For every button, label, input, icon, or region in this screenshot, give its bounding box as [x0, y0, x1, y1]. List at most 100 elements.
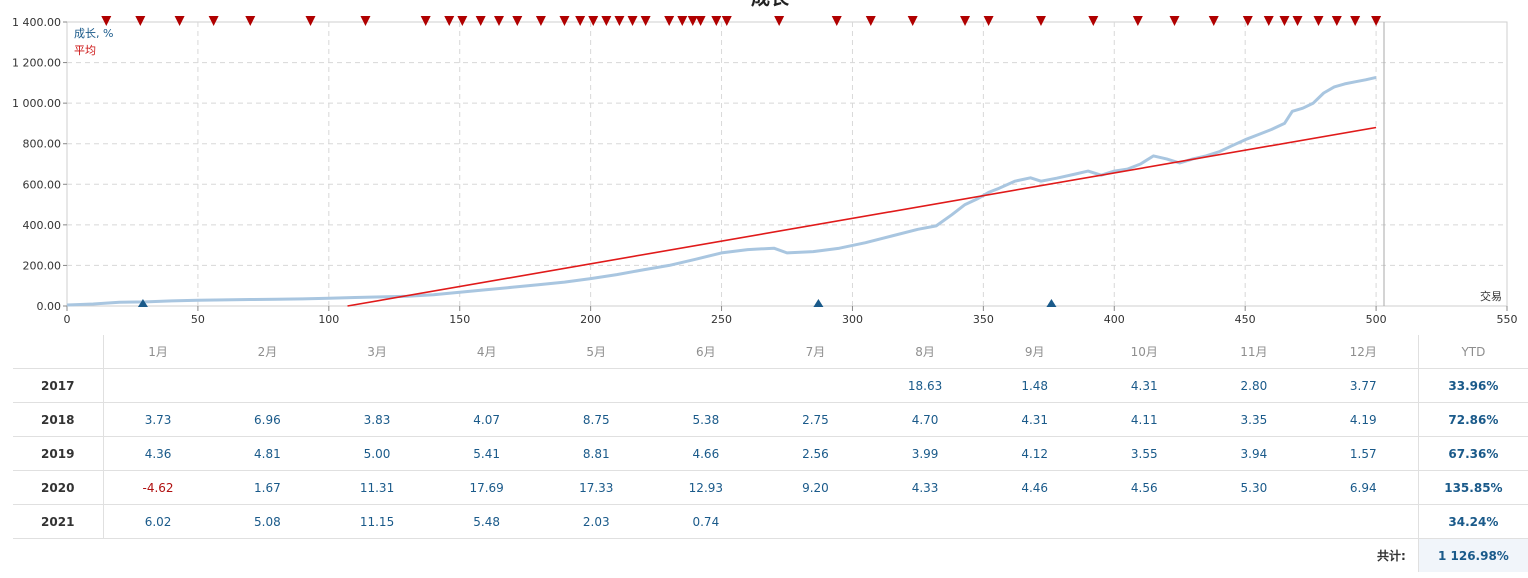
- bottom-marker: [137, 299, 148, 307]
- top-marker: [664, 16, 675, 26]
- month-value-cell: -4.62: [102, 470, 213, 505]
- top-marker: [512, 16, 523, 26]
- y-axis-ticks: 0.00 200.00 400.00 600.00 800.00 1 000.00 1 20…: [12, 16, 67, 313]
- month-value-cell: 3.83: [322, 402, 432, 437]
- table-row: 2018 3.73 6.96 3.83 4.07 8.75 5.38 2.75 4.70 4.31…: [13, 402, 1528, 437]
- month-value-cell: 5.00: [322, 436, 432, 471]
- month-value-cell: 11.15: [322, 504, 432, 539]
- month-value-cell: 4.31: [1089, 368, 1200, 403]
- x-tick-label: 400: [1104, 313, 1125, 326]
- y-tick-label: 600.00: [23, 178, 62, 191]
- top-marker: [535, 16, 546, 26]
- month-value-cell: 3.35: [1199, 402, 1309, 437]
- top-marker: [494, 16, 504, 26]
- month-header: 4月: [431, 335, 542, 369]
- top-marker: [1292, 16, 1303, 26]
- monthly-growth-table: 1月 2月 3月 4月 5月 6月 7月 8月 9月 10月 11月 12月 YTD 2017 18.63 1…: [13, 335, 1528, 572]
- ytd-value-cell: 135.85%: [1417, 470, 1528, 505]
- month-value-cell: 5.41: [431, 436, 542, 471]
- y-tick-label: 1 400.00: [12, 16, 61, 29]
- table-row: 2019 4.36 4.81 5.00 5.41 8.81 4.66 2.56 3.99 4.12…: [13, 436, 1528, 471]
- x-tick-label: 100: [318, 313, 339, 326]
- x-tick-label: 500: [1366, 313, 1387, 326]
- month-value-cell: [102, 368, 213, 403]
- month-value-cell: 3.55: [1089, 436, 1200, 471]
- top-marker: [1313, 16, 1324, 26]
- ytd-header: YTD: [1417, 335, 1528, 369]
- top-marker: [305, 16, 316, 26]
- x-tick-label: 150: [449, 313, 470, 326]
- top-marker: [1088, 16, 1099, 26]
- year-cell: 2020: [13, 470, 103, 505]
- month-header: 12月: [1308, 335, 1419, 369]
- top-marker: [831, 16, 842, 26]
- y-tick-label: 400.00: [23, 219, 62, 232]
- x-tick-label: 350: [973, 313, 994, 326]
- y-tick-label: 800.00: [23, 138, 62, 151]
- x-tick-label: 250: [711, 313, 732, 326]
- top-marker: [1242, 16, 1253, 26]
- month-value-cell: 8.81: [541, 436, 652, 471]
- month-value-cell: 6.96: [212, 402, 323, 437]
- top-marker: [695, 16, 706, 26]
- x-axis-ticks: 0 50 100 150 200 250 300 350 400 450 500 550: [64, 306, 1518, 326]
- ytd-value-cell: 67.36%: [1417, 436, 1528, 471]
- top-marker: [721, 16, 732, 26]
- top-marker: [983, 16, 994, 26]
- month-value-cell: 4.12: [979, 436, 1090, 471]
- year-cell: 2017: [13, 368, 103, 403]
- ytd-value-cell: 34.24%: [1417, 504, 1528, 539]
- month-value-cell: 4.70: [870, 402, 980, 437]
- top-marker: [711, 16, 722, 26]
- x-tick-label: 550: [1497, 313, 1518, 326]
- top-marker: [907, 16, 918, 26]
- series-layer: [66, 75, 1377, 307]
- top-marker: [245, 16, 256, 26]
- month-value-cell: 6.94: [1308, 470, 1419, 505]
- month-value-cell: 2.56: [760, 436, 871, 471]
- top-marker: [174, 16, 185, 26]
- month-header: 7月: [760, 335, 871, 369]
- month-value-cell: 2.03: [541, 504, 652, 539]
- legend-average: 平均: [74, 44, 96, 57]
- month-value-cell: [760, 368, 871, 403]
- total-row: 共计: 1 126.98%: [13, 538, 1528, 572]
- month-value-cell: 4.19: [1308, 402, 1419, 437]
- x-tick-label: 50: [191, 313, 205, 326]
- month-header: 8月: [870, 335, 980, 369]
- top-marker: [1350, 16, 1361, 26]
- month-value-cell: 4.07: [431, 402, 542, 437]
- top-marker: [1035, 16, 1046, 26]
- month-value-cell: 5.08: [212, 504, 323, 539]
- x-tick-label: 300: [842, 313, 863, 326]
- month-value-cell: 0.74: [651, 504, 761, 539]
- ytd-value-cell: 72.86%: [1417, 402, 1528, 437]
- x-tick-label: 200: [580, 313, 601, 326]
- bottom-marker: [813, 299, 824, 307]
- y-tick-label: 1 000.00: [12, 97, 61, 110]
- top-marker: [1371, 16, 1382, 26]
- month-value-cell: 3.94: [1199, 436, 1309, 471]
- bottom-marker: [1046, 299, 1057, 307]
- table-header-row: 1月 2月 3月 4月 5月 6月 7月 8月 9月 10月 11月 12月 YTD: [13, 335, 1528, 369]
- month-header: 9月: [979, 335, 1090, 369]
- month-value-cell: 4.11: [1089, 402, 1200, 437]
- ytd-value-cell: 33.96%: [1417, 368, 1528, 403]
- month-value-cell: 4.46: [979, 470, 1090, 505]
- table-row: 2017 18.63 1.48 4.31 2.80 3.77 33.96%: [13, 368, 1528, 403]
- month-value-cell: [1199, 504, 1309, 539]
- month-value-cell: 8.75: [541, 402, 652, 437]
- month-value-cell: 17.33: [541, 470, 652, 505]
- top-marker: [640, 16, 651, 26]
- top-marker: [457, 16, 468, 26]
- top-marker: [774, 16, 785, 26]
- month-value-cell: [979, 504, 1090, 539]
- x-axis-label: 交易: [1480, 289, 1502, 303]
- legend-growth: 成长, %: [74, 27, 113, 40]
- month-value-cell: 3.99: [870, 436, 980, 471]
- top-marker: [1132, 16, 1143, 26]
- top-marker: [601, 16, 612, 26]
- x-tick-label: 450: [1235, 313, 1256, 326]
- month-value-cell: 12.93: [651, 470, 761, 505]
- month-value-cell: 3.73: [102, 402, 213, 437]
